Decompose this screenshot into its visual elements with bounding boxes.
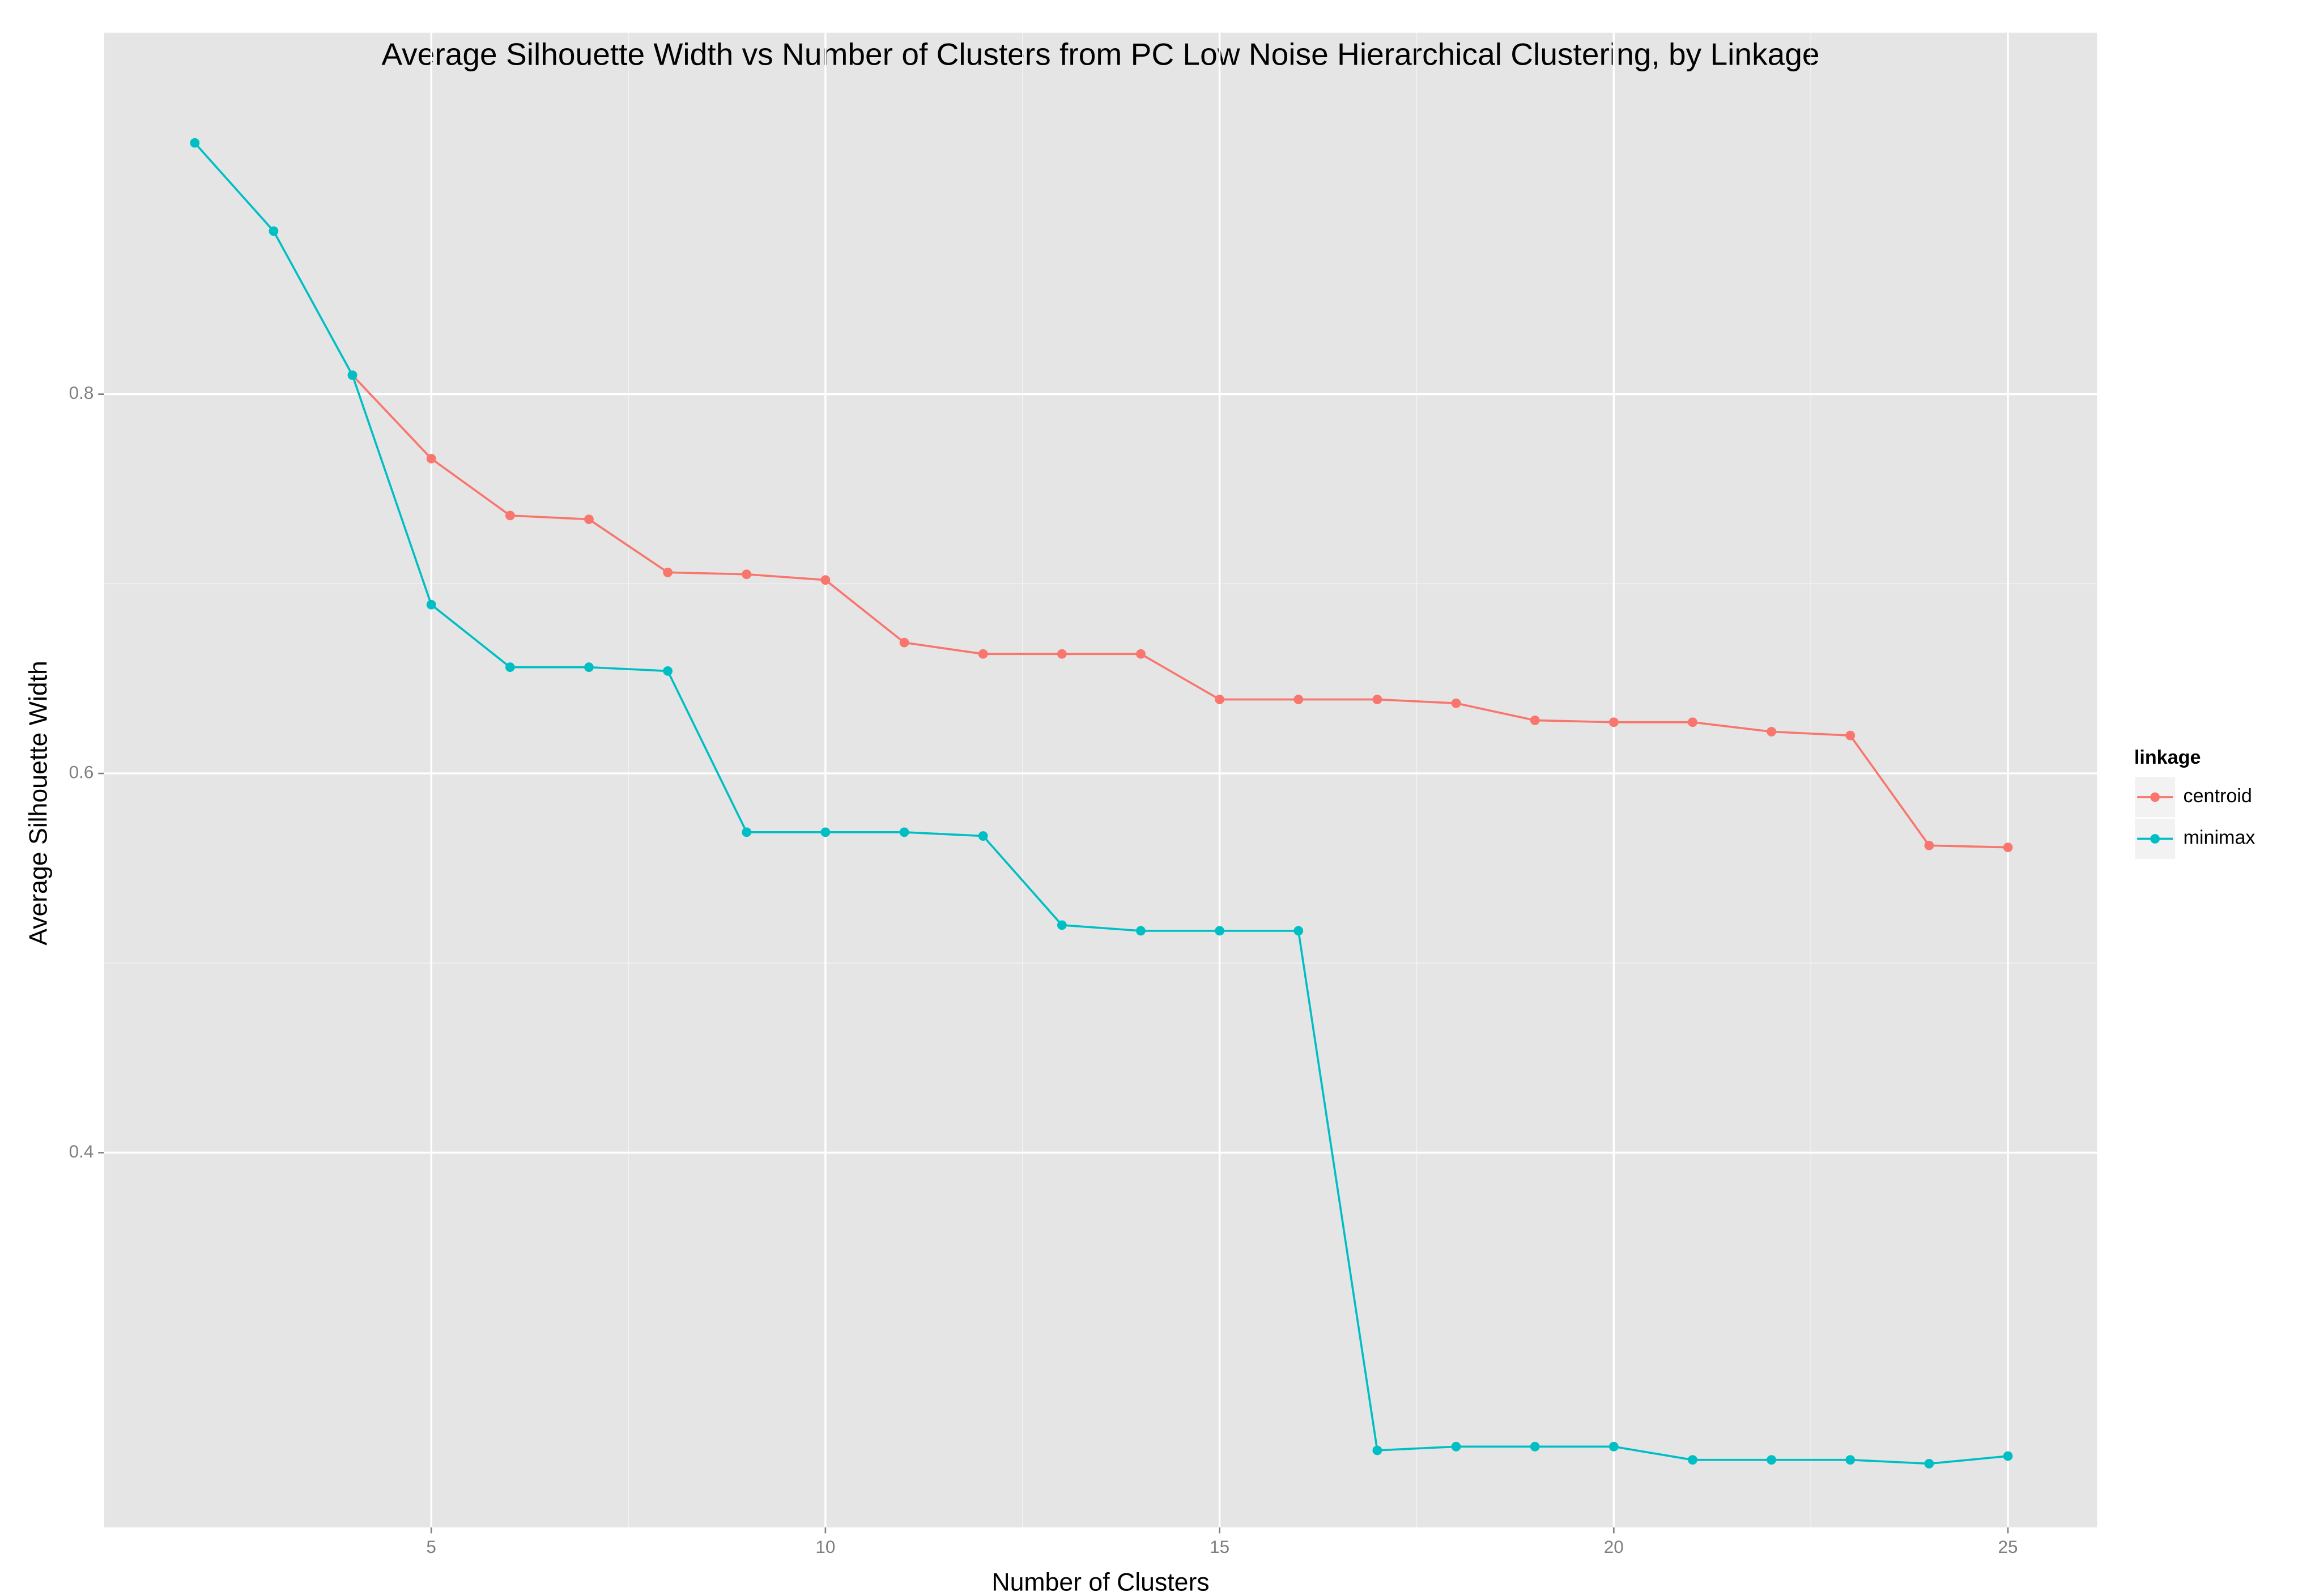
point [1215,926,1225,936]
point [1293,926,1304,936]
point [2003,842,2013,853]
point [584,662,594,673]
point [1530,715,1540,725]
point [663,567,673,577]
point [1451,698,1461,708]
point [663,666,673,676]
point [505,662,515,673]
point [190,138,200,148]
point [426,454,436,463]
point [1136,926,1146,936]
point [1530,1441,1540,1452]
chart-title: Average Silhouette Width vs Number of Cl… [381,36,1819,71]
point [2003,1451,2013,1461]
point [1924,840,1934,850]
point [1767,727,1777,737]
point [899,827,909,837]
x-tick-label: 15 [1210,1537,1229,1557]
point [742,569,752,580]
point [899,637,909,648]
point [426,599,436,610]
legend-label: minimax [2184,827,2256,849]
point [1372,695,1382,704]
point [347,370,358,380]
point [1215,695,1225,704]
x-tick-label: 25 [1998,1537,2018,1557]
point [1293,695,1304,704]
point [1608,717,1619,727]
series-line [194,142,2008,1465]
point [1767,1455,1777,1465]
x-tick-label: 20 [1604,1537,1624,1557]
point [505,510,515,521]
point [1845,730,1856,740]
point [1688,717,1697,727]
legend-point [2150,792,2160,802]
point [1608,1441,1619,1452]
point [1136,649,1146,659]
point [1372,1445,1382,1455]
point [978,649,988,659]
y-tick-label: 0.6 [69,761,94,782]
series-line [351,374,2008,849]
point [1451,1441,1461,1452]
point [1845,1455,1856,1465]
point [1057,649,1067,659]
point [820,827,831,837]
x-tick-label: 10 [815,1537,835,1557]
point [269,226,279,236]
point [978,831,988,841]
panel [104,32,2097,1527]
point [1688,1455,1697,1465]
point [742,827,752,837]
x-tick-label: 5 [426,1537,436,1557]
y-tick-label: 0.4 [69,1141,94,1161]
y-tick-label: 0.8 [69,382,94,403]
y-axis-label: Average Silhouette Width [25,661,53,946]
legend-title: linkage [2134,747,2201,768]
point [820,575,831,585]
point [1057,920,1067,930]
legend-point [2150,834,2160,844]
point [1924,1459,1934,1469]
legend-label: centroid [2184,785,2252,807]
x-axis-label: Number of Clusters [991,1568,1209,1596]
point [584,514,594,524]
